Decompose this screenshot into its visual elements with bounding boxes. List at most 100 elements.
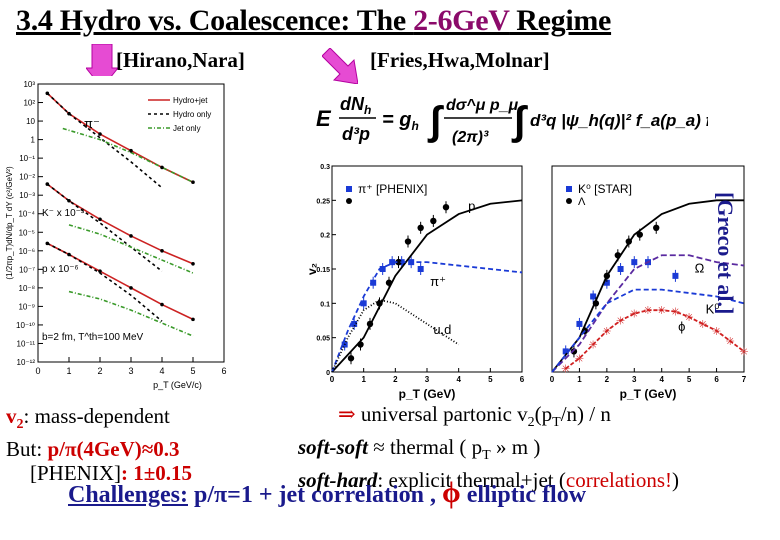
phenix-circle-point — [430, 217, 437, 225]
phenix-curve-label: π⁺ — [430, 274, 446, 289]
phenix-curve — [331, 261, 523, 373]
phenix-circle-point — [347, 355, 355, 362]
eq-rest: d³q |ψ_h(q)|² f_a(p_a) f_b(p_b) — [530, 111, 708, 130]
svg-text:∫: ∫ — [427, 99, 444, 143]
phenix-square-point — [417, 266, 424, 272]
v2-star-chart: 0 1 2 3 4 5 6 7 p_T (GeV) ✳ ✳ ✳ ✳ ✳ ✳ ✳ ✳ ✳ ✳ ✳ ✳ ✳ ✳ K⁰ [STAR]… — [526, 160, 749, 402]
star-xtick-label: 1 — [577, 375, 582, 384]
spectra-data-point — [67, 198, 71, 203]
phenix-xtick-label: 0 — [330, 375, 335, 384]
star-star-point: ✳ — [561, 364, 570, 376]
star-xtick-label: 6 — [714, 375, 719, 384]
spectra-ytick-label: 10⁻¹¹ — [17, 339, 36, 348]
left-line-1: v2: mass-dependent — [6, 404, 170, 433]
spectra-series-line — [68, 290, 194, 337]
spectra-ytick-label: 10³ — [23, 80, 35, 89]
phenix-curve — [331, 199, 523, 373]
phenix-ylabel: v₂ — [306, 263, 319, 275]
phenix-square-point — [370, 279, 377, 286]
star-star-point: ✳ — [685, 312, 694, 324]
star-curve-label: K⁰ — [706, 302, 720, 317]
title-highlight: 2-6GeV — [413, 4, 510, 37]
spectra-ytick-label: 10⁻³ — [19, 191, 35, 200]
star-curve-label: ϕ — [678, 319, 685, 334]
spectra-ytick-label: 10⁻⁹ — [18, 302, 35, 311]
phenix-ytick-label: 0.2 — [320, 233, 330, 240]
star-frame — [551, 165, 745, 373]
star-star-point: ✳ — [630, 309, 639, 321]
star-square-point — [562, 348, 569, 355]
phenix-ytick-label: 0.05 — [316, 336, 330, 343]
star-xtick-label: 5 — [687, 375, 692, 384]
spectra-ytick-label: 10⁻⁶ — [19, 247, 35, 256]
spectra-series-line — [46, 183, 194, 265]
title-suffix: Regime — [509, 4, 612, 37]
star-legend-marker — [566, 186, 572, 192]
eq-lhs: E — [316, 106, 332, 131]
v2-phenix-svg: 0 0.05 0.1 0.15 0.2 0.25 0.3 0 1 2 3 4 5 6 p_T (GeV) v₂… — [305, 164, 525, 401]
spectra-panel-label-p: p x 10⁻⁶ — [42, 264, 79, 275]
spectra-data-point — [98, 269, 102, 273]
spectra-ytick-label: 10⁻² — [19, 173, 35, 182]
spectra-data-point — [98, 217, 102, 222]
star-star-point: ✳ — [589, 340, 598, 352]
phenix-legend-marker — [346, 186, 352, 192]
star-star-point: ✳ — [602, 326, 611, 338]
star-square-point — [576, 320, 583, 327]
v2-phenix-chart: 0 0.05 0.1 0.15 0.2 0.25 0.3 0 1 2 3 4 5 6 p_T (GeV) v₂… — [305, 160, 526, 402]
phenix-xtick-label: 1 — [361, 375, 366, 384]
star-star-point: ✳ — [712, 326, 721, 338]
star-xtick-label: 0 — [550, 375, 555, 384]
spectra-series-line — [46, 183, 163, 272]
spectra-data-point — [160, 165, 164, 170]
diagonal-arrow-icon — [322, 48, 358, 84]
spectra-series-line — [46, 242, 163, 322]
left-caption: v2: mass-dependent But: p/π(4GeV)≈0.3 [P… — [6, 404, 192, 485]
spectra-series-line — [46, 92, 163, 189]
phenix-square-point — [360, 300, 367, 307]
star-star-point: ✳ — [726, 336, 735, 348]
phenix-legend-marker — [346, 198, 352, 204]
star-square-point — [590, 293, 597, 300]
spectra-data-point — [160, 249, 164, 253]
phenix-curve-label: u,d — [433, 322, 451, 337]
left-line-3: [PHENIX]: 1±0.15 — [30, 461, 193, 486]
spectra-xtick-label: 4 — [159, 366, 164, 376]
star-circle-point — [636, 231, 643, 238]
phenix-square-point — [379, 266, 386, 272]
phenix-xlabel: p_T (GeV) — [399, 387, 456, 401]
phenix-circle-point — [395, 258, 402, 266]
phenix-xtick-label: 3 — [425, 375, 430, 384]
star-curve — [565, 309, 745, 370]
spectra-legend-label: Hydro+jet — [173, 96, 208, 105]
spectra-ytick-label: 10⁻⁷ — [19, 265, 35, 274]
phenix-square-point — [389, 259, 396, 266]
phenix-ytick-label: 0 — [326, 370, 330, 377]
spectra-data-point — [45, 182, 50, 186]
phenix-ytick-label: 0.25 — [316, 198, 330, 205]
star-square-point — [617, 266, 624, 272]
star-curve — [551, 199, 744, 373]
spectra-data-point — [45, 241, 50, 246]
spectra-data-point — [191, 180, 195, 185]
spectra-ytick-label: 10⁻⁸ — [19, 284, 36, 293]
slide-title: 3.4 Hydro vs. Coalescence: The 2-6GeV Re… — [16, 4, 611, 38]
spectra-data-point — [67, 111, 71, 116]
right-line-3: soft-hard: explicit thermal+jet (correla… — [298, 468, 680, 493]
spectra-ytick-label: 10⁻¹ — [19, 154, 35, 163]
spectra-chart: 10³ 10² 10 1 10⁻¹ 10⁻² 10⁻³ 10⁻⁴ 10⁻⁵ 10⁻⁶ 10⁻⁷ 10⁻… — [0, 76, 236, 392]
spectra-xtick-label: 3 — [128, 366, 133, 376]
star-star-point: ✳ — [575, 353, 584, 365]
right-line-2: soft-soft ≈ thermal ( pT » m ) — [298, 435, 541, 464]
phenix-legend-label: π⁺ [PHENIX] — [358, 182, 427, 196]
right-line-1: ⇒ universal partonic v2(pT/n) / n — [338, 402, 611, 431]
spectra-ytick-label: 1 — [31, 136, 36, 145]
spectra-series-line — [62, 127, 194, 183]
spectra-data-point — [129, 286, 133, 290]
spectra-xtick-label: 0 — [35, 366, 40, 376]
spectra-data-point — [98, 132, 102, 136]
svg-text:∫: ∫ — [511, 99, 528, 143]
phenix-xtick-label: 6 — [520, 375, 525, 384]
spectra-ytick-label: 10⁻⁴ — [18, 210, 35, 219]
spectra-data-point — [129, 234, 133, 238]
